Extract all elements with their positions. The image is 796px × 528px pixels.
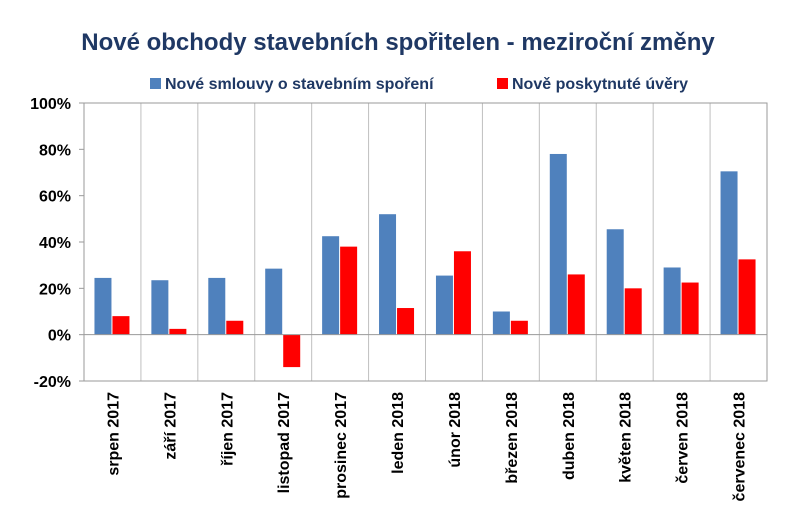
y-tick-label: 0% bbox=[48, 328, 71, 345]
y-tick-label: -20% bbox=[34, 374, 71, 391]
bar-uvery-0 bbox=[112, 316, 130, 335]
plot-area: -20% 0% 20% 40% 60% 80% 100% srpen 2017 září 201… bbox=[30, 96, 768, 502]
bar-smlouvy-5 bbox=[379, 214, 397, 335]
legend-label-1: Nově poskytnuté úvěry bbox=[512, 76, 688, 93]
bar-smlouvy-11 bbox=[720, 171, 738, 335]
bar-smlouvy-4 bbox=[322, 236, 340, 335]
chart-legend: Nové smlouvy o stavebním spoření Nově pos… bbox=[150, 76, 688, 93]
bar-uvery-6 bbox=[453, 251, 471, 335]
y-tick-label: 80% bbox=[39, 142, 71, 159]
bar-smlouvy-7 bbox=[492, 311, 510, 335]
x-tick-label: leden 2018 bbox=[390, 392, 407, 474]
chart-title: Nové obchody stavebních spořitelen - mez… bbox=[81, 29, 715, 56]
bar-uvery-2 bbox=[226, 320, 244, 335]
bar-smlouvy-6 bbox=[435, 275, 453, 335]
legend-label-0: Nové smlouvy o stavebním spoření bbox=[165, 76, 434, 93]
y-tick-label: 100% bbox=[30, 96, 71, 113]
bar-smlouvy-2 bbox=[208, 277, 226, 335]
bar-smlouvy-10 bbox=[663, 267, 681, 335]
x-tick-label: říjen 2017 bbox=[219, 392, 236, 466]
bar-smlouvy-8 bbox=[549, 153, 567, 335]
bar-uvery-5 bbox=[397, 308, 415, 335]
bar-smlouvy-1 bbox=[151, 280, 169, 335]
x-tick-label: listopad 2017 bbox=[276, 392, 293, 493]
x-tick-label: září 2017 bbox=[162, 392, 179, 460]
bar-smlouvy-0 bbox=[94, 277, 112, 335]
x-tick-label: květen 2018 bbox=[618, 392, 635, 483]
bar-uvery-4 bbox=[340, 246, 358, 335]
legend-swatch-1 bbox=[497, 78, 508, 89]
x-tick-label: únor 2018 bbox=[447, 392, 464, 468]
x-tick-label: duben 2018 bbox=[561, 392, 578, 480]
bar-uvery-7 bbox=[510, 320, 528, 335]
bar-uvery-8 bbox=[567, 274, 585, 335]
bar-uvery-1 bbox=[169, 328, 187, 335]
x-tick-label: červen 2018 bbox=[675, 392, 692, 484]
bar-smlouvy-9 bbox=[606, 229, 624, 335]
y-tick-label: 40% bbox=[39, 235, 71, 252]
bar-uvery-11 bbox=[738, 259, 756, 335]
bar-smlouvy-3 bbox=[265, 268, 283, 335]
x-tick-label: červenec 2018 bbox=[732, 392, 749, 502]
y-tick-label: 20% bbox=[39, 281, 71, 298]
x-tick-label: prosinec 2017 bbox=[333, 392, 350, 499]
bar-uvery-3 bbox=[283, 334, 301, 368]
y-tick-label: 60% bbox=[39, 189, 71, 206]
x-tick-label: srpen 2017 bbox=[105, 392, 122, 476]
legend-swatch-0 bbox=[150, 78, 161, 89]
bar-uvery-9 bbox=[624, 288, 642, 335]
x-tick-label: březen 2018 bbox=[504, 392, 521, 484]
bar-uvery-10 bbox=[681, 282, 699, 335]
